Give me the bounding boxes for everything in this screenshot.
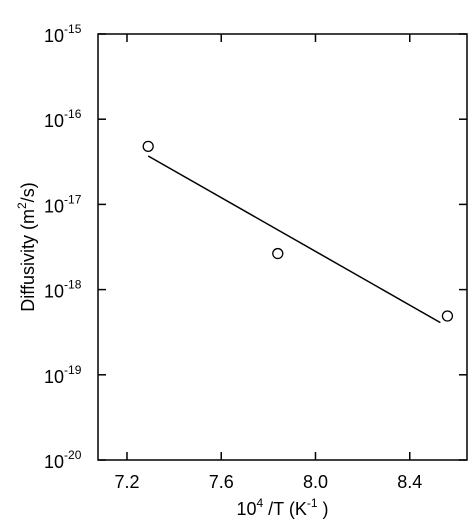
y-tick-exponent: -20 — [64, 448, 82, 462]
y-axis-label-part: /s) — [18, 182, 38, 202]
y-tick-label: 10-20 — [44, 448, 82, 472]
y-tick-label: 10-18 — [44, 278, 82, 302]
y-tick-label: 10-19 — [44, 363, 82, 387]
y-tick-base: 10 — [44, 452, 64, 472]
y-tick-label: 10-17 — [44, 192, 82, 216]
y-axis-label: Diffusivity (m2/s) — [15, 182, 38, 311]
x-axis-label-part: 10 — [236, 499, 256, 519]
plot-frame — [97, 33, 468, 461]
y-tick-base: 10 — [44, 26, 64, 46]
fit-line — [147, 155, 441, 324]
data-point — [272, 247, 284, 260]
x-tick-label: 7.6 — [209, 472, 234, 492]
y-tick-exponent: -17 — [64, 192, 82, 206]
y-tick-label: 10-16 — [44, 107, 82, 131]
y-tick-base: 10 — [44, 196, 64, 216]
y-tick-exponent: -19 — [64, 363, 82, 377]
x-tick-label: 7.2 — [114, 472, 139, 492]
y-tick-base: 10 — [44, 282, 64, 302]
y-axis-label-superscript: 2 — [15, 202, 29, 209]
data-point — [441, 310, 454, 322]
x-tick-label: 8.0 — [303, 472, 328, 492]
x-tick-label: 8.4 — [397, 472, 422, 492]
data-point — [142, 140, 154, 153]
x-axis-label-superscript: 4 — [256, 496, 263, 510]
y-tick-exponent: -16 — [64, 107, 82, 121]
x-axis-label-part: /T (K — [263, 499, 307, 519]
x-axis-label-superscript: -1 — [307, 496, 318, 510]
x-axis-label: 104 /T (K-1 ) — [236, 496, 328, 519]
x-axis-label-part: ) — [318, 499, 329, 519]
y-tick-exponent: -15 — [64, 22, 82, 36]
y-tick-base: 10 — [44, 111, 64, 131]
y-tick-exponent: -18 — [64, 278, 82, 292]
y-axis-label-part: Diffusivity (m — [18, 209, 38, 312]
y-tick-base: 10 — [44, 367, 64, 387]
y-tick-label: 10-15 — [44, 22, 82, 46]
